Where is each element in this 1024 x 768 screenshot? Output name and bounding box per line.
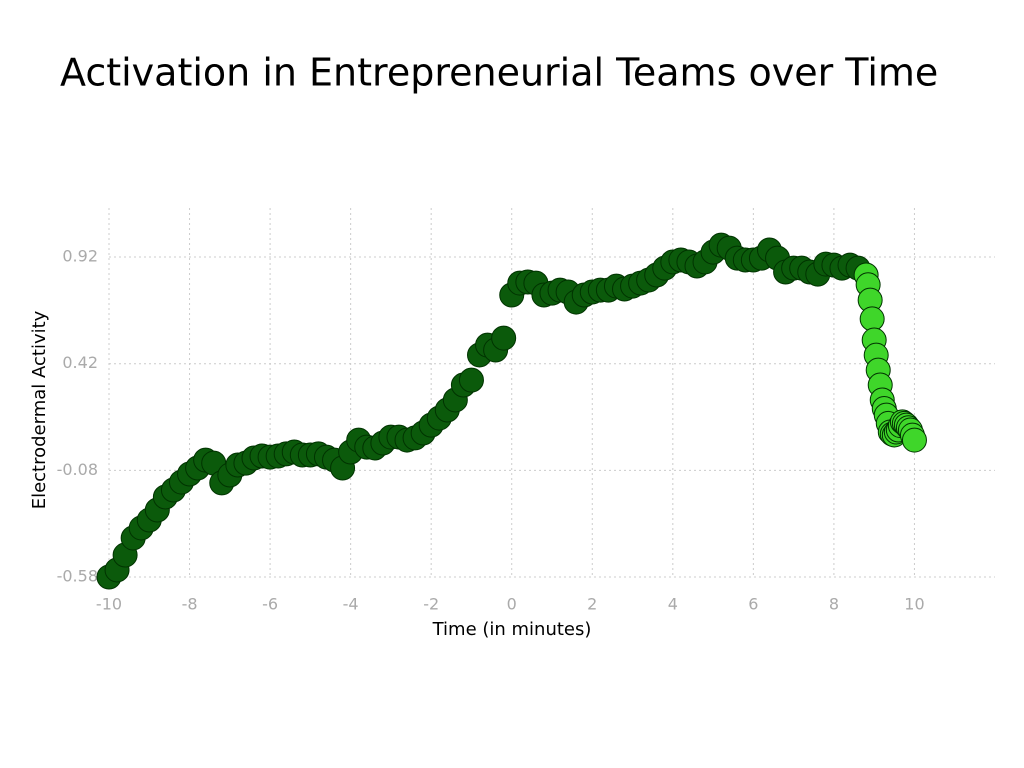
x-tick-label: 10 <box>904 595 924 614</box>
x-tick-label: -4 <box>343 595 359 614</box>
x-tick-label: -6 <box>262 595 278 614</box>
x-tick-label: 8 <box>829 595 839 614</box>
x-axis-label: Time (in minutes) <box>432 619 592 640</box>
point <box>901 427 927 453</box>
x-tick-label: 2 <box>587 595 597 614</box>
y-tick-label: -0.08 <box>57 460 98 479</box>
x-tick-label: 4 <box>668 595 678 614</box>
x-tick-label: -2 <box>423 595 439 614</box>
chart-title: Activation in Entrepreneurial Teams over… <box>60 51 938 95</box>
y-tick-label: 0.42 <box>62 353 98 372</box>
point <box>859 306 885 332</box>
y-tick-label: 0.92 <box>62 247 98 266</box>
x-tick-label: 0 <box>507 595 517 614</box>
point <box>458 367 484 393</box>
x-tick-label: -10 <box>96 595 122 614</box>
point <box>491 325 517 351</box>
x-tick-label: 6 <box>748 595 758 614</box>
y-axis-label: Electrodermal Activity <box>29 310 50 509</box>
x-tick-label: -8 <box>182 595 198 614</box>
y-tick-label: -0.58 <box>57 567 98 586</box>
